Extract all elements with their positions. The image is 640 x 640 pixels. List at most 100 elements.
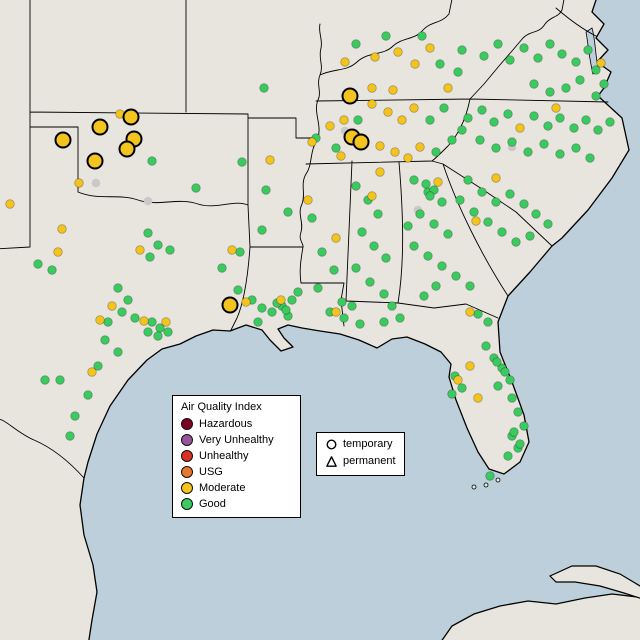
- station-point-moderate: [276, 295, 286, 305]
- cuba-island: [548, 565, 640, 599]
- station-point-good: [571, 57, 581, 67]
- station-point-good: [431, 281, 441, 291]
- station-point-moderate: [307, 137, 317, 147]
- station-point-good: [163, 327, 173, 337]
- station-point-good: [447, 135, 457, 145]
- station-point-good: [583, 45, 593, 55]
- station-point-good: [379, 317, 389, 327]
- station-point-good: [491, 143, 501, 153]
- station-point-moderate: [375, 141, 385, 151]
- station-point-good: [351, 39, 361, 49]
- station-point-moderate: [339, 115, 349, 125]
- station-point-good: [47, 265, 57, 275]
- station-point-good: [373, 209, 383, 219]
- station-point-good: [70, 411, 80, 421]
- legend-label: Moderate: [199, 481, 246, 494]
- station-point-good: [293, 287, 303, 297]
- station-point-good: [477, 105, 487, 115]
- station-point-good: [409, 241, 419, 251]
- station-point-good: [281, 305, 291, 315]
- station-point-good: [509, 427, 519, 437]
- station-point-good: [575, 75, 585, 85]
- station-point-good: [287, 295, 297, 305]
- station-point-good: [113, 347, 123, 357]
- station-point-good: [513, 407, 523, 417]
- station-point-good: [379, 289, 389, 299]
- station-point-good: [145, 252, 155, 262]
- station-point-moderate-temporary: [341, 87, 359, 105]
- station-point-good: [437, 261, 447, 271]
- station-point-good: [489, 117, 499, 127]
- station-point-good: [507, 137, 517, 147]
- legend-item-hazardous: Hazardous: [181, 418, 292, 430]
- station-point-good: [417, 31, 427, 41]
- station-point-moderate: [5, 199, 15, 209]
- station-point-good: [485, 471, 495, 481]
- station-point-good: [523, 147, 533, 157]
- station-point-good: [421, 179, 431, 189]
- station-point-good: [431, 147, 441, 157]
- station-point-good: [457, 45, 467, 55]
- yucatan-landmass: [441, 593, 640, 640]
- station-point-good: [463, 175, 473, 185]
- station-point-good: [317, 247, 327, 257]
- station-point-good: [429, 219, 439, 229]
- station-point-good: [493, 381, 503, 391]
- station-point-good: [387, 301, 397, 311]
- station-point-moderate: [135, 245, 145, 255]
- legend-label: Good: [199, 497, 226, 510]
- station-point-good: [447, 389, 457, 399]
- unhealthy-swatch-icon: [181, 450, 193, 462]
- station-point-good: [351, 263, 361, 273]
- station-point-good: [147, 317, 157, 327]
- chesapeake-bay: [585, 27, 600, 75]
- station-point-moderate: [370, 52, 380, 62]
- station-points-layer: [5, 31, 615, 481]
- station-point-good: [505, 189, 515, 199]
- station-point-good: [313, 283, 323, 293]
- station-point-good: [505, 55, 515, 65]
- station-point-good: [561, 83, 571, 93]
- station-point-moderate: [425, 43, 435, 53]
- station-point-good: [253, 317, 263, 327]
- legend-label: Hazardous: [199, 417, 253, 430]
- station-point-moderate: [433, 177, 443, 187]
- station-point-good: [519, 43, 529, 53]
- station-point-moderate: [410, 59, 420, 69]
- station-point-unclassified: [91, 178, 101, 188]
- station-point-good: [555, 149, 565, 159]
- station-point-good: [497, 227, 507, 237]
- station-point-good: [457, 125, 467, 135]
- station-point-good: [479, 51, 489, 61]
- station-point-good: [40, 375, 50, 385]
- station-point-good: [555, 113, 565, 123]
- station-point-good: [503, 451, 513, 461]
- very-unhealthy-swatch-icon: [181, 434, 193, 446]
- station-point-good: [257, 303, 267, 313]
- station-point-good: [257, 225, 267, 235]
- station-point-good: [571, 143, 581, 153]
- station-point-good: [533, 53, 543, 63]
- station-point-good: [259, 83, 269, 93]
- station-point-moderate: [383, 107, 393, 117]
- station-point-good: [233, 285, 243, 295]
- aqi-legend: Air Quality Index Hazardous Very Unhealt…: [172, 395, 301, 518]
- station-point-moderate: [596, 58, 606, 68]
- station-point-moderate: [551, 103, 561, 113]
- legend-item-good: Good: [181, 498, 292, 510]
- station-point-good: [591, 65, 601, 75]
- station-point-good: [531, 209, 541, 219]
- station-point-good: [191, 183, 201, 193]
- station-point-good: [435, 59, 445, 69]
- station-point-moderate: [473, 393, 483, 403]
- station-point-good: [511, 237, 521, 247]
- station-point-good: [381, 253, 391, 263]
- moderate-swatch-icon: [181, 482, 193, 494]
- station-point-good: [503, 109, 513, 119]
- station-point-good: [329, 265, 339, 275]
- station-point-good: [569, 123, 579, 133]
- station-point-good: [483, 217, 493, 227]
- station-point-good: [599, 79, 609, 89]
- station-point-good: [529, 111, 539, 121]
